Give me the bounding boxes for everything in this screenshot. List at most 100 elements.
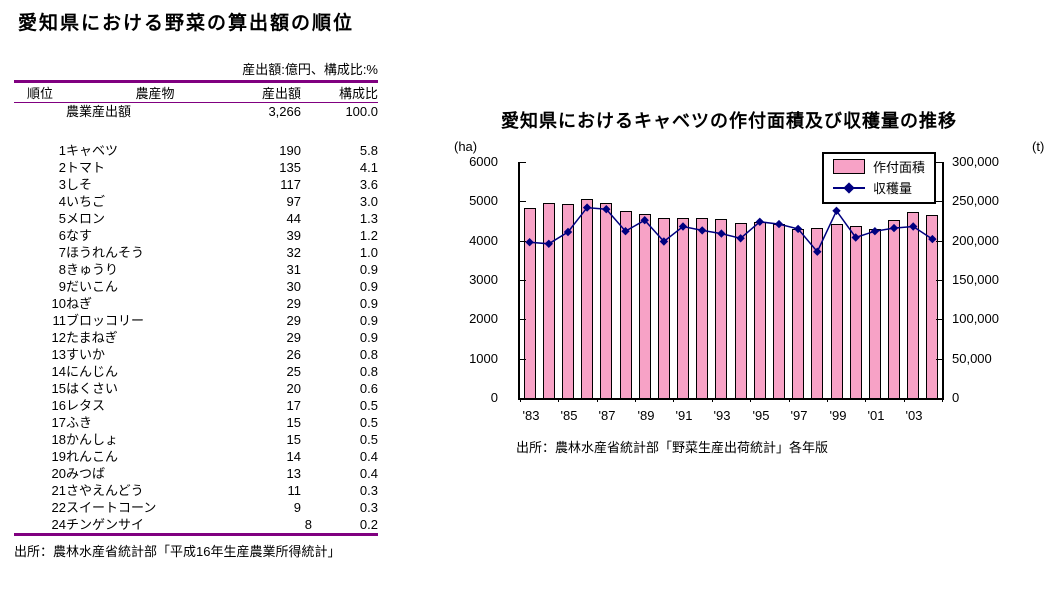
cell-output: 97 [244,193,301,210]
cell-produce: れんこん [66,449,119,464]
right-axis-tick [936,201,942,202]
cell-share: 0.5 [359,398,378,413]
cell-output: 11 [244,482,302,499]
header-output: 産出額 [244,81,301,103]
left-axis-tick-label: 3000 [469,272,498,287]
cell-rank: 7 [58,245,66,260]
cell-output: 13 [244,465,301,482]
cell-rank: 3 [58,177,66,192]
x-axis-label: '85 [560,408,578,423]
harvest-line [525,203,937,256]
cell-rank: 20 [51,466,66,481]
cell-output: 20 [244,380,301,397]
cell-rank: 11 [52,313,67,328]
cell-output-value: 97 [286,194,301,209]
x-axis-tick [789,398,790,402]
cell-rank: 15 [51,381,66,396]
cell-output-value: 190 [279,143,301,158]
table-row: 14 にんじん 25 0.8 [14,363,378,380]
cell-produce: チンゲンサイ [66,517,145,532]
right-axis-tick [936,241,942,242]
cell-output: 14 [244,448,301,465]
right-axis-tick-label: 300,000 [952,154,999,169]
cell-output-value: 31 [286,262,301,277]
spacer-row [14,120,378,142]
line-marker-icon [833,181,865,195]
cell-output-value: 30 [286,279,301,294]
cell-rank: 19 [51,449,66,464]
cell-produce: レタス [66,398,106,413]
units-note: 産出額:億円、構成比:% [242,62,378,77]
cell-share: 100.0 [345,104,378,119]
cell-output: 190 [244,142,301,159]
cell-output-value: 26 [286,347,301,362]
right-axis-tick-label: 250,000 [952,193,999,208]
right-axis-tick [936,359,942,360]
cell-share: 0.3 [359,500,378,515]
left-axis-tick-label: 0 [490,390,498,405]
table-row: 5 メロン 44 1.3 [14,210,378,227]
area-bar [831,224,843,398]
cell-rank: 22 [51,500,66,515]
cell-share: 3.6 [359,177,378,192]
cell-produce: しそ [66,177,93,192]
cell-share: 0.4 [359,466,378,481]
cell-output: 9 [244,499,301,516]
cell-produce: ほうれんそう [66,245,145,260]
cell-output-value: 29 [286,330,301,345]
chart-source: 出所：農林水産省統計部「野菜生産出荷統計」各年版 [516,440,829,455]
left-axis-tick-label: 4000 [469,233,498,248]
cell-share: 1.3 [359,211,378,226]
cell-produce: キャベツ [66,143,119,158]
table-row: 16 レタス 17 0.5 [14,397,378,414]
cell-share: 0.8 [359,364,378,379]
cell-output: 25 [244,363,301,380]
right-axis-tick-label: 0 [952,390,960,405]
cell-output-value: 32 [286,245,301,260]
x-axis-tick [865,398,866,402]
cell-output-value: 8 [304,517,312,532]
left-axis-tick [520,201,526,202]
cell-rank: 16 [51,398,66,413]
cell-produce: みつば [66,466,106,481]
left-axis-tick [520,162,526,163]
cell-output: 135 [244,159,301,176]
header-share: 構成比 [301,81,378,103]
cell-output: 44 [244,210,301,227]
right-axis-tick [936,280,942,281]
table-row: 24 チンゲンサイ 8 0.2 [14,516,378,535]
cell-rank: 9 [58,279,66,294]
cell-rank: 8 [58,262,66,277]
cell-share: 1.2 [359,228,378,243]
cell-output: 17 [244,397,301,414]
cell-output-value: 29 [286,296,301,311]
table-row: 2 トマト 135 4.1 [14,159,378,176]
x-axis-label: '95 [752,408,770,423]
table-row: 20 みつば 13 0.4 [14,465,378,482]
area-bar [562,204,574,398]
x-axis-label: '83 [522,408,540,423]
cell-output-value: 9 [293,500,301,515]
table-row: 10 ねぎ 29 0.9 [14,295,378,312]
left-axis-tick-label: 5000 [469,193,498,208]
area-bar [543,203,555,398]
x-axis-label: '99 [829,408,847,423]
right-axis-tick-label: 150,000 [952,272,999,287]
cell-rank: 13 [51,347,66,362]
x-axis-label: '97 [790,408,808,423]
cell-produce: はくさい [66,381,119,396]
table-row: 12 たまねぎ 29 0.9 [14,329,378,346]
x-axis-tick [597,398,598,402]
cell-produce: かんしょ [66,432,119,447]
table-row: 6 なす 39 1.2 [14,227,378,244]
area-bar [888,220,900,398]
area-bar [850,226,862,398]
table-row: 8 きゅうり 31 0.9 [14,261,378,278]
area-bar [639,214,651,398]
area-bar [600,203,612,398]
area-bar [677,218,689,398]
cell-share: 0.5 [359,415,378,430]
cell-output: 8 [244,516,312,535]
x-axis-tick [673,398,674,402]
cell-share: 0.6 [359,381,378,396]
